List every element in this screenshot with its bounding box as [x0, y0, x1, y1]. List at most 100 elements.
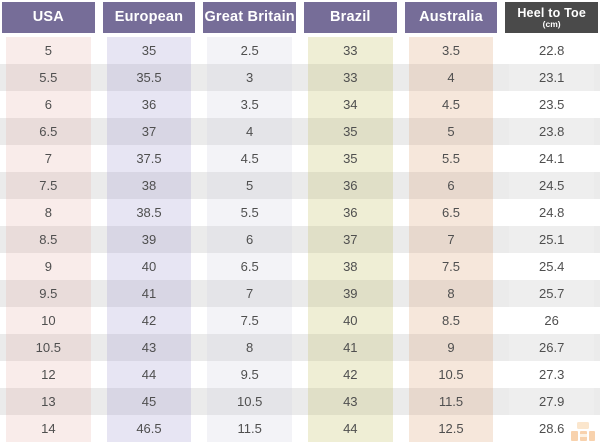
- table-cell: 6: [207, 226, 292, 253]
- table-cell: 44: [307, 415, 393, 442]
- table-cell: 43: [307, 388, 393, 415]
- table-column-heel-to-toe: Heel to Toe (cm) 22.8 23.1 23.5 23.8 24.1 24.…: [505, 2, 598, 445]
- column-header-label: USA: [32, 9, 64, 25]
- table-cell: 4: [408, 64, 494, 91]
- table-cell: 2.5: [207, 37, 292, 64]
- table-cell: 8.5: [6, 226, 91, 253]
- grid-logo-icon: [571, 422, 595, 441]
- table-cell: 37: [307, 226, 393, 253]
- table-cell: 37.5: [106, 145, 192, 172]
- table-cell: 41: [307, 334, 393, 361]
- table-cell: 41: [106, 280, 192, 307]
- column-cells: 5 5.5 6 6.5 7 7.5 8 8.5 9 9.5 10 10.5 12 13 14: [6, 37, 91, 442]
- table-cell: 5.5: [207, 199, 292, 226]
- table-cell: 35.5: [106, 64, 192, 91]
- table-cell: 38: [307, 253, 393, 280]
- table-cell: 34: [307, 91, 393, 118]
- table-cell: 25.1: [509, 226, 594, 253]
- column-cells: 22.8 23.1 23.5 23.8 24.1 24.5 24.8 25.1 25.4 25.7…: [509, 37, 594, 442]
- table-cell: 27.9: [509, 388, 594, 415]
- table-cell: 42: [307, 361, 393, 388]
- table-cell: 7: [207, 280, 292, 307]
- table-cell: 26.7: [509, 334, 594, 361]
- table-cell: 24.1: [509, 145, 594, 172]
- table-cell: 7: [408, 226, 494, 253]
- table-cell: 22.8: [509, 37, 594, 64]
- table-cell: 36: [307, 172, 393, 199]
- table-cell: 5.5: [6, 64, 91, 91]
- table-cell: 5: [207, 172, 292, 199]
- table-column-european: European 35 35.5 36 37 37.5 38 38.5 39 40 41 42 43 4…: [102, 2, 196, 445]
- column-header-label: Brazil: [329, 9, 371, 25]
- table-cell: 11.5: [408, 388, 494, 415]
- table-cell: 38: [106, 172, 192, 199]
- table-cell: 38.5: [106, 199, 192, 226]
- table-cell: 33: [307, 64, 393, 91]
- table-cell: 36: [106, 91, 192, 118]
- table-cell: 43: [106, 334, 192, 361]
- table-cell: 45: [106, 388, 192, 415]
- column-cells: 3.5 4 4.5 5 5.5 6 6.5 7 7.5 8 8.5 9 10.5 11.5 12.5: [408, 37, 494, 442]
- column-header-label: European: [114, 9, 184, 25]
- column-header: Brazil: [303, 2, 397, 33]
- table-cell: 14: [6, 415, 91, 442]
- table-cell: 40: [307, 307, 393, 334]
- table-cell: 39: [106, 226, 192, 253]
- table-cell: 8: [408, 280, 494, 307]
- table-cell: 8: [6, 199, 91, 226]
- table-cell: 10.5: [207, 388, 292, 415]
- table-cell: 7.5: [408, 253, 494, 280]
- table-cell: 9: [408, 334, 494, 361]
- column-header: USA: [2, 2, 95, 33]
- table-cell: 25.4: [509, 253, 594, 280]
- logo-top-block: [577, 422, 589, 429]
- table-cell: 7.5: [207, 307, 292, 334]
- table-cell: 3: [207, 64, 292, 91]
- table-cell: 6: [408, 172, 494, 199]
- table-cell: 7: [6, 145, 91, 172]
- column-header-label: Heel to Toe: [517, 5, 586, 20]
- table-cell: 42: [106, 307, 192, 334]
- table-cell: 13: [6, 388, 91, 415]
- table-cell: 25.7: [509, 280, 594, 307]
- table-cell: 8.5: [408, 307, 494, 334]
- table-cell: 6.5: [408, 199, 494, 226]
- table-cell: 10.5: [6, 334, 91, 361]
- table-cell: 10.5: [408, 361, 494, 388]
- table-cell: 39: [307, 280, 393, 307]
- table-cell: 46.5: [106, 415, 192, 442]
- column-header-sublabel: (cm): [542, 18, 561, 29]
- table-cell: 35: [307, 118, 393, 145]
- table-cell: 12.5: [408, 415, 494, 442]
- table-cell: 4: [207, 118, 292, 145]
- table-cell: 23.1: [509, 64, 594, 91]
- table-column-australia: Australia 3.5 4 4.5 5 5.5 6 6.5 7 7.5 8 8.5 9 10.5 11…: [404, 2, 498, 445]
- table-cell: 37: [106, 118, 192, 145]
- table-cell: 5.5: [408, 145, 494, 172]
- table-cell: 9.5: [6, 280, 91, 307]
- table-column-brazil: Brazil 33 33 34 35 35 36 36 37 38 39 40 41 42 43 44: [303, 2, 397, 445]
- table-cell: 8: [207, 334, 292, 361]
- table-cell: 27.3: [509, 361, 594, 388]
- table-cell: 44: [106, 361, 192, 388]
- table-cell: 3.5: [207, 91, 292, 118]
- table-cell: 5: [6, 37, 91, 64]
- column-header: Australia: [404, 2, 498, 33]
- table-cell: 4.5: [207, 145, 292, 172]
- table-cell: 33: [307, 37, 393, 64]
- table-cell: 26: [509, 307, 594, 334]
- table-cell: 11.5: [207, 415, 292, 442]
- table-cell: 9: [6, 253, 91, 280]
- table-cell: 4.5: [408, 91, 494, 118]
- table-cell: 5: [408, 118, 494, 145]
- table-cell: 35: [106, 37, 192, 64]
- table-cell: 10: [6, 307, 91, 334]
- table-cell: 6: [6, 91, 91, 118]
- table-cell: 23.5: [509, 91, 594, 118]
- table-cell: 9.5: [207, 361, 292, 388]
- table-cell: 6.5: [207, 253, 292, 280]
- column-header: European: [102, 2, 196, 33]
- table-cell: 24.5: [509, 172, 594, 199]
